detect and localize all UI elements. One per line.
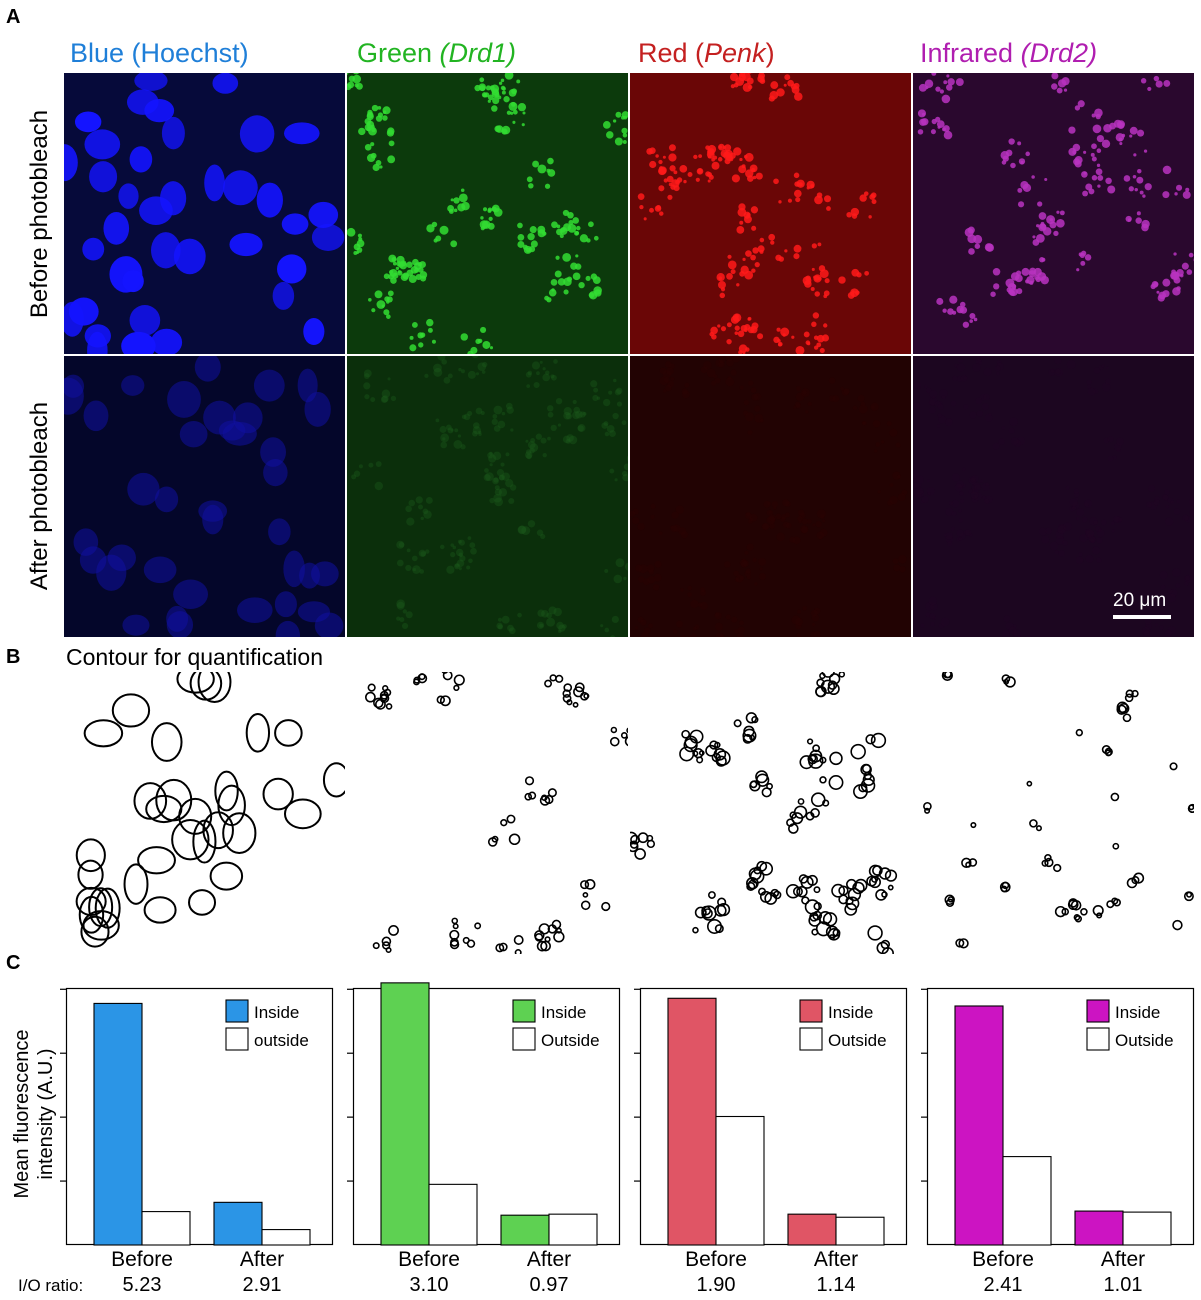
- chart-svg: Inside Outside: [921, 987, 1195, 1246]
- after-micrograph-3: [630, 356, 911, 637]
- chart-svg: Inside Outside: [347, 982, 621, 1246]
- x-tick-label-before: Before: [685, 1248, 747, 1271]
- x-tick-label-after: After: [1100, 1248, 1146, 1271]
- x-tick-label-after: After: [239, 1248, 285, 1271]
- title-name: Hoechst: [140, 38, 240, 68]
- bar-inside-after: [213, 1201, 263, 1246]
- legend-label-inside: Inside: [541, 1003, 586, 1022]
- bar-outside-before: [1002, 1156, 1052, 1246]
- bar-outside-after: [548, 1213, 598, 1246]
- plot-frame: [65, 987, 334, 1246]
- legend-swatch-outside: [225, 1027, 249, 1051]
- io-ratio-value: 1.90: [696, 1274, 736, 1296]
- bar-inside-before: [380, 982, 430, 1246]
- bar-outside-after: [835, 1216, 885, 1246]
- legend-label-inside: Inside: [1115, 1003, 1160, 1022]
- contour-title: Contour for quantification: [66, 644, 323, 670]
- ratio-label: I/O ratio:: [18, 1276, 84, 1295]
- column-title-green: Green (Drd1): [357, 38, 516, 69]
- scale-bar: [1113, 615, 1171, 619]
- title-suffix: ): [765, 38, 775, 68]
- bar-inside-before: [667, 997, 717, 1246]
- title-prefix: Infrared: [920, 38, 1021, 68]
- legend-swatch-outside: [512, 1027, 536, 1051]
- panel-letter-c: C: [6, 952, 21, 974]
- bar-inside-after: [500, 1214, 550, 1246]
- bar-chart-4: Inside Outside: [921, 987, 1201, 1246]
- before-micrograph-3: [630, 73, 911, 354]
- io-ratio-value: 2.41: [983, 1274, 1023, 1296]
- x-tick-label-after: After: [813, 1248, 859, 1271]
- legend-swatch-inside: [225, 999, 249, 1023]
- legend-swatch-outside: [799, 1027, 823, 1051]
- io-ratio-value: 1.01: [1103, 1274, 1143, 1296]
- bar-chart-2: Inside Outside: [347, 982, 636, 1246]
- contour-panel-4: [913, 672, 1194, 954]
- bar-inside-before: [954, 1005, 1004, 1246]
- legend-swatch-inside: [512, 999, 536, 1023]
- y-axis-label: Mean fluorescence intensity (A.U.): [10, 994, 58, 1234]
- y-axis-label-line1: Mean fluorescence: [11, 1029, 33, 1199]
- x-tick-label-after: After: [526, 1248, 572, 1271]
- before-micrograph-1: [64, 73, 345, 354]
- column-title-blue: Blue (Hoechst): [70, 38, 249, 69]
- panel-letter-a: A: [6, 6, 21, 28]
- panel-letter-b: B: [6, 646, 21, 668]
- io-ratio-value: 3.10: [409, 1274, 449, 1296]
- after-micrograph-1: [64, 356, 345, 637]
- x-tick-label-before: Before: [398, 1248, 460, 1271]
- plot-frame: [926, 987, 1195, 1246]
- legend-swatch-inside: [1086, 999, 1110, 1023]
- legend-label-outside: outside: [254, 1031, 309, 1050]
- scale-bar-label: 20 μm: [1113, 590, 1167, 611]
- legend-label-inside: Inside: [254, 1003, 299, 1022]
- row-label-after: After photobleach: [26, 401, 53, 591]
- bar-outside-before: [141, 1211, 191, 1246]
- contour-panel-1: [64, 672, 345, 954]
- after-micrograph-4: [913, 356, 1194, 637]
- chart-svg: Inside Outside: [634, 987, 908, 1246]
- io-ratio-value: 2.91: [242, 1274, 282, 1296]
- contour-panel-3: [630, 672, 911, 954]
- legend-label-outside: Outside: [1115, 1031, 1174, 1050]
- bar-outside-before: [428, 1183, 478, 1246]
- row-label-before: Before photobleach: [26, 109, 53, 319]
- x-tick-label-before: Before: [972, 1248, 1034, 1271]
- bar-inside-after: [1074, 1210, 1124, 1246]
- bar-outside-after: [1122, 1211, 1172, 1246]
- bar-inside-before: [93, 1002, 143, 1246]
- legend-swatch-outside: [1086, 1027, 1110, 1051]
- y-axis-label-line2: intensity (A.U.): [35, 1048, 57, 1180]
- before-micrograph-4: [913, 73, 1194, 354]
- chart-svg: Inside outside: [60, 987, 334, 1246]
- before-micrograph-2: [347, 73, 628, 354]
- plot-frame: [352, 987, 621, 1246]
- io-ratio-value: 0.97: [529, 1274, 569, 1296]
- plot-frame: [639, 987, 908, 1246]
- legend-label-outside: Outside: [541, 1031, 600, 1050]
- legend-swatch-inside: [799, 999, 823, 1023]
- x-tick-label-before: Before: [111, 1248, 173, 1271]
- bar-chart-3: Inside Outside: [634, 987, 923, 1246]
- bar-outside-after: [261, 1229, 311, 1246]
- bar-chart-1: Inside outside: [60, 987, 349, 1246]
- title-prefix: Green: [357, 38, 440, 68]
- after-micrograph-2: [347, 356, 628, 637]
- column-title-infrared: Infrared (Drd2): [920, 38, 1097, 69]
- title-name: Penk: [704, 38, 766, 68]
- title-prefix: Red (: [638, 38, 705, 68]
- column-title-red: Red (Penk): [638, 38, 775, 69]
- bar-inside-after: [787, 1213, 837, 1246]
- bar-outside-before: [715, 1115, 765, 1246]
- legend-label-inside: Inside: [828, 1003, 873, 1022]
- contour-panel-2: [347, 672, 628, 954]
- title-name: (Drd1): [439, 38, 517, 68]
- io-ratio-value: 5.23: [122, 1274, 162, 1296]
- title-name: (Drd2): [1020, 38, 1098, 68]
- io-ratio-value: 1.14: [816, 1274, 856, 1296]
- title-prefix: Blue (: [70, 38, 141, 68]
- title-suffix: ): [239, 38, 249, 68]
- legend-label-outside: Outside: [828, 1031, 887, 1050]
